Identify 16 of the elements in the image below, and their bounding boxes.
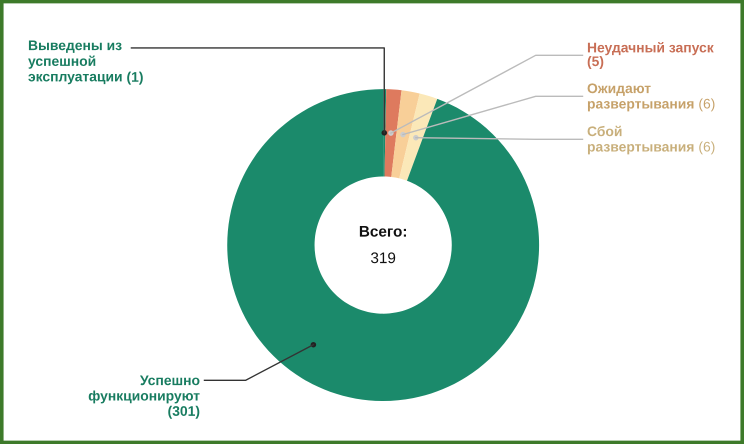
slice-label: Успешно функционируют xyxy=(88,376,200,404)
slice-label: Выведены из успешной эксплуатации xyxy=(28,40,122,84)
slice-label: Ожидают развертывания xyxy=(588,83,694,112)
data-label: (5) xyxy=(588,56,604,69)
data-label: (6) xyxy=(699,141,714,154)
data-label: (6) xyxy=(699,98,714,112)
data-label: (301) xyxy=(168,406,200,419)
data-label: (1) xyxy=(127,72,143,85)
donut-slice xyxy=(399,93,438,181)
donut-slice xyxy=(384,89,402,177)
text: Всего: xyxy=(360,226,406,237)
donut-slice xyxy=(227,89,540,402)
text: 319 xyxy=(371,252,396,264)
slice-label: Сбой развертывания xyxy=(588,126,694,154)
slice-label: Неудачный запуск xyxy=(588,42,714,56)
donut-slice xyxy=(391,90,420,178)
